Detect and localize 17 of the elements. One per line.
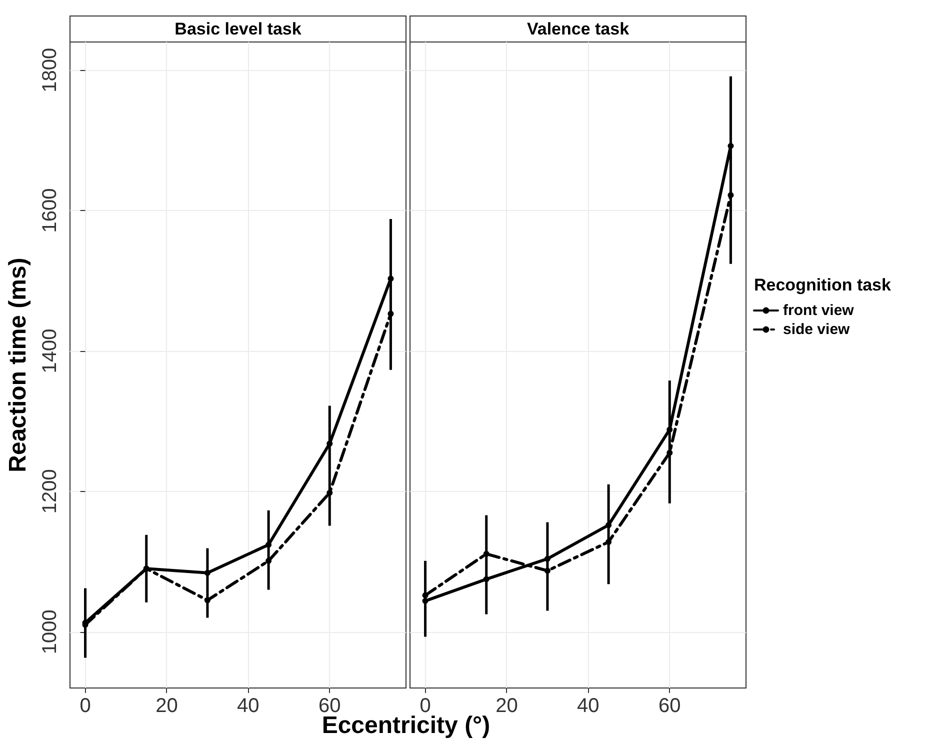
y-axis-title: Reaction time (ms): [4, 258, 32, 472]
chart-title: Basic level task: [174, 20, 302, 38]
x-tick-label: 60: [658, 695, 681, 717]
x-tick-label: 20: [496, 695, 518, 717]
y-tick-label: 1000: [39, 610, 61, 654]
legend-label: front view: [783, 302, 854, 319]
legend-label: side view: [783, 321, 850, 338]
x-tick-label: 40: [577, 695, 600, 717]
y-tick-label: 1800: [39, 48, 61, 92]
chart-title: Valence task: [526, 20, 630, 38]
x-tick-label: 40: [237, 695, 260, 717]
y-tick-label: 1600: [39, 188, 61, 233]
legend-title: Recognition task: [754, 276, 892, 294]
x-tick-label: 20: [156, 695, 178, 717]
y-tick-label: 1400: [39, 328, 61, 374]
y-tick-label: 1200: [39, 469, 61, 514]
x-tick-label: 0: [80, 695, 91, 717]
